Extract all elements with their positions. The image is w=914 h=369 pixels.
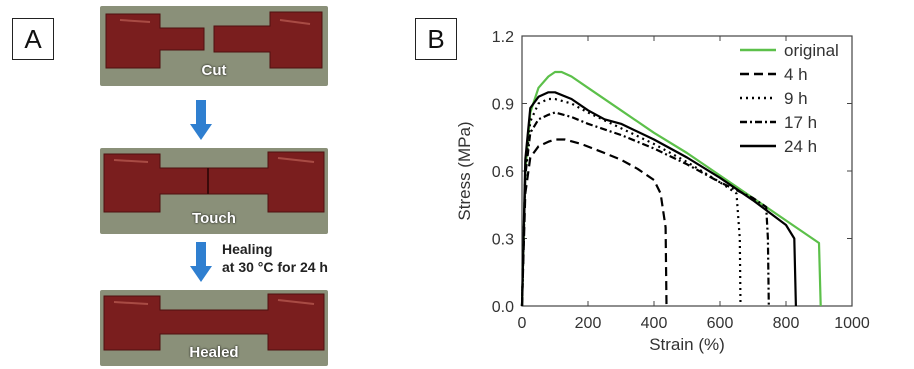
y-tick-label: 0.0 [492,299,514,316]
touch-specimen-shape [103,151,325,213]
cut-specimen-shape [105,11,323,69]
series-lines [520,70,822,307]
x-tick-label: 600 [707,315,734,332]
down-arrow-icon [190,242,212,287]
axis-ticks: 0 200 400 600 800 1000 0.0 0.3 0.6 0.9 1.2 [492,29,870,332]
legend-label-9-h: 9 h [784,89,808,108]
touch-caption: Touch [192,210,236,227]
legend-label-24-h: 24 h [784,137,817,156]
y-tick-label: 0.6 [492,164,514,181]
legend-label-original: original [784,41,839,60]
healing-conditions-text: Healing at 30 °C for 24 h [222,240,328,276]
panel-b-label: B [415,18,457,60]
y-tick-label: 0.3 [492,232,514,249]
cut-caption: Cut [201,62,227,79]
x-axis-label: Strain (%) [649,335,725,354]
x-tick-label: 0 [518,315,527,332]
series-line-24-h [520,91,797,307]
healed-specimen-photo: Healed [100,290,328,366]
series-line-original [520,70,822,307]
y-tick-label: 0.9 [492,97,514,114]
y-tick-label: 1.2 [492,29,514,46]
y-axis-label: Stress (MPa) [455,121,474,220]
series-line-4-h [520,138,668,307]
x-tick-label: 400 [641,315,668,332]
x-tick-label: 800 [773,315,800,332]
healing-line-2: at 30 °C for 24 h [222,259,328,275]
healed-caption: Healed [189,344,239,361]
x-tick-label: 1000 [834,315,870,332]
touch-specimen-photo: Touch [100,148,328,234]
down-arrow-icon [190,100,212,145]
panel-a-label: A [12,18,54,60]
series-line-17-h [520,111,770,307]
stress-strain-chart: 0 200 400 600 800 1000 0.0 0.3 0.6 0.9 1.2 origina… [455,29,870,354]
x-tick-label: 200 [575,315,602,332]
healing-line-1: Healing [222,241,273,257]
legend-label-4-h: 4 h [784,65,808,84]
series-line-9-h [520,97,742,307]
legend-label-17-h: 17 h [784,113,817,132]
healed-specimen-shape [103,293,325,351]
cut-specimen-photo: Cut [100,6,328,86]
chart-legend: original 4 h 9 h 17 h 24 h [740,41,839,156]
